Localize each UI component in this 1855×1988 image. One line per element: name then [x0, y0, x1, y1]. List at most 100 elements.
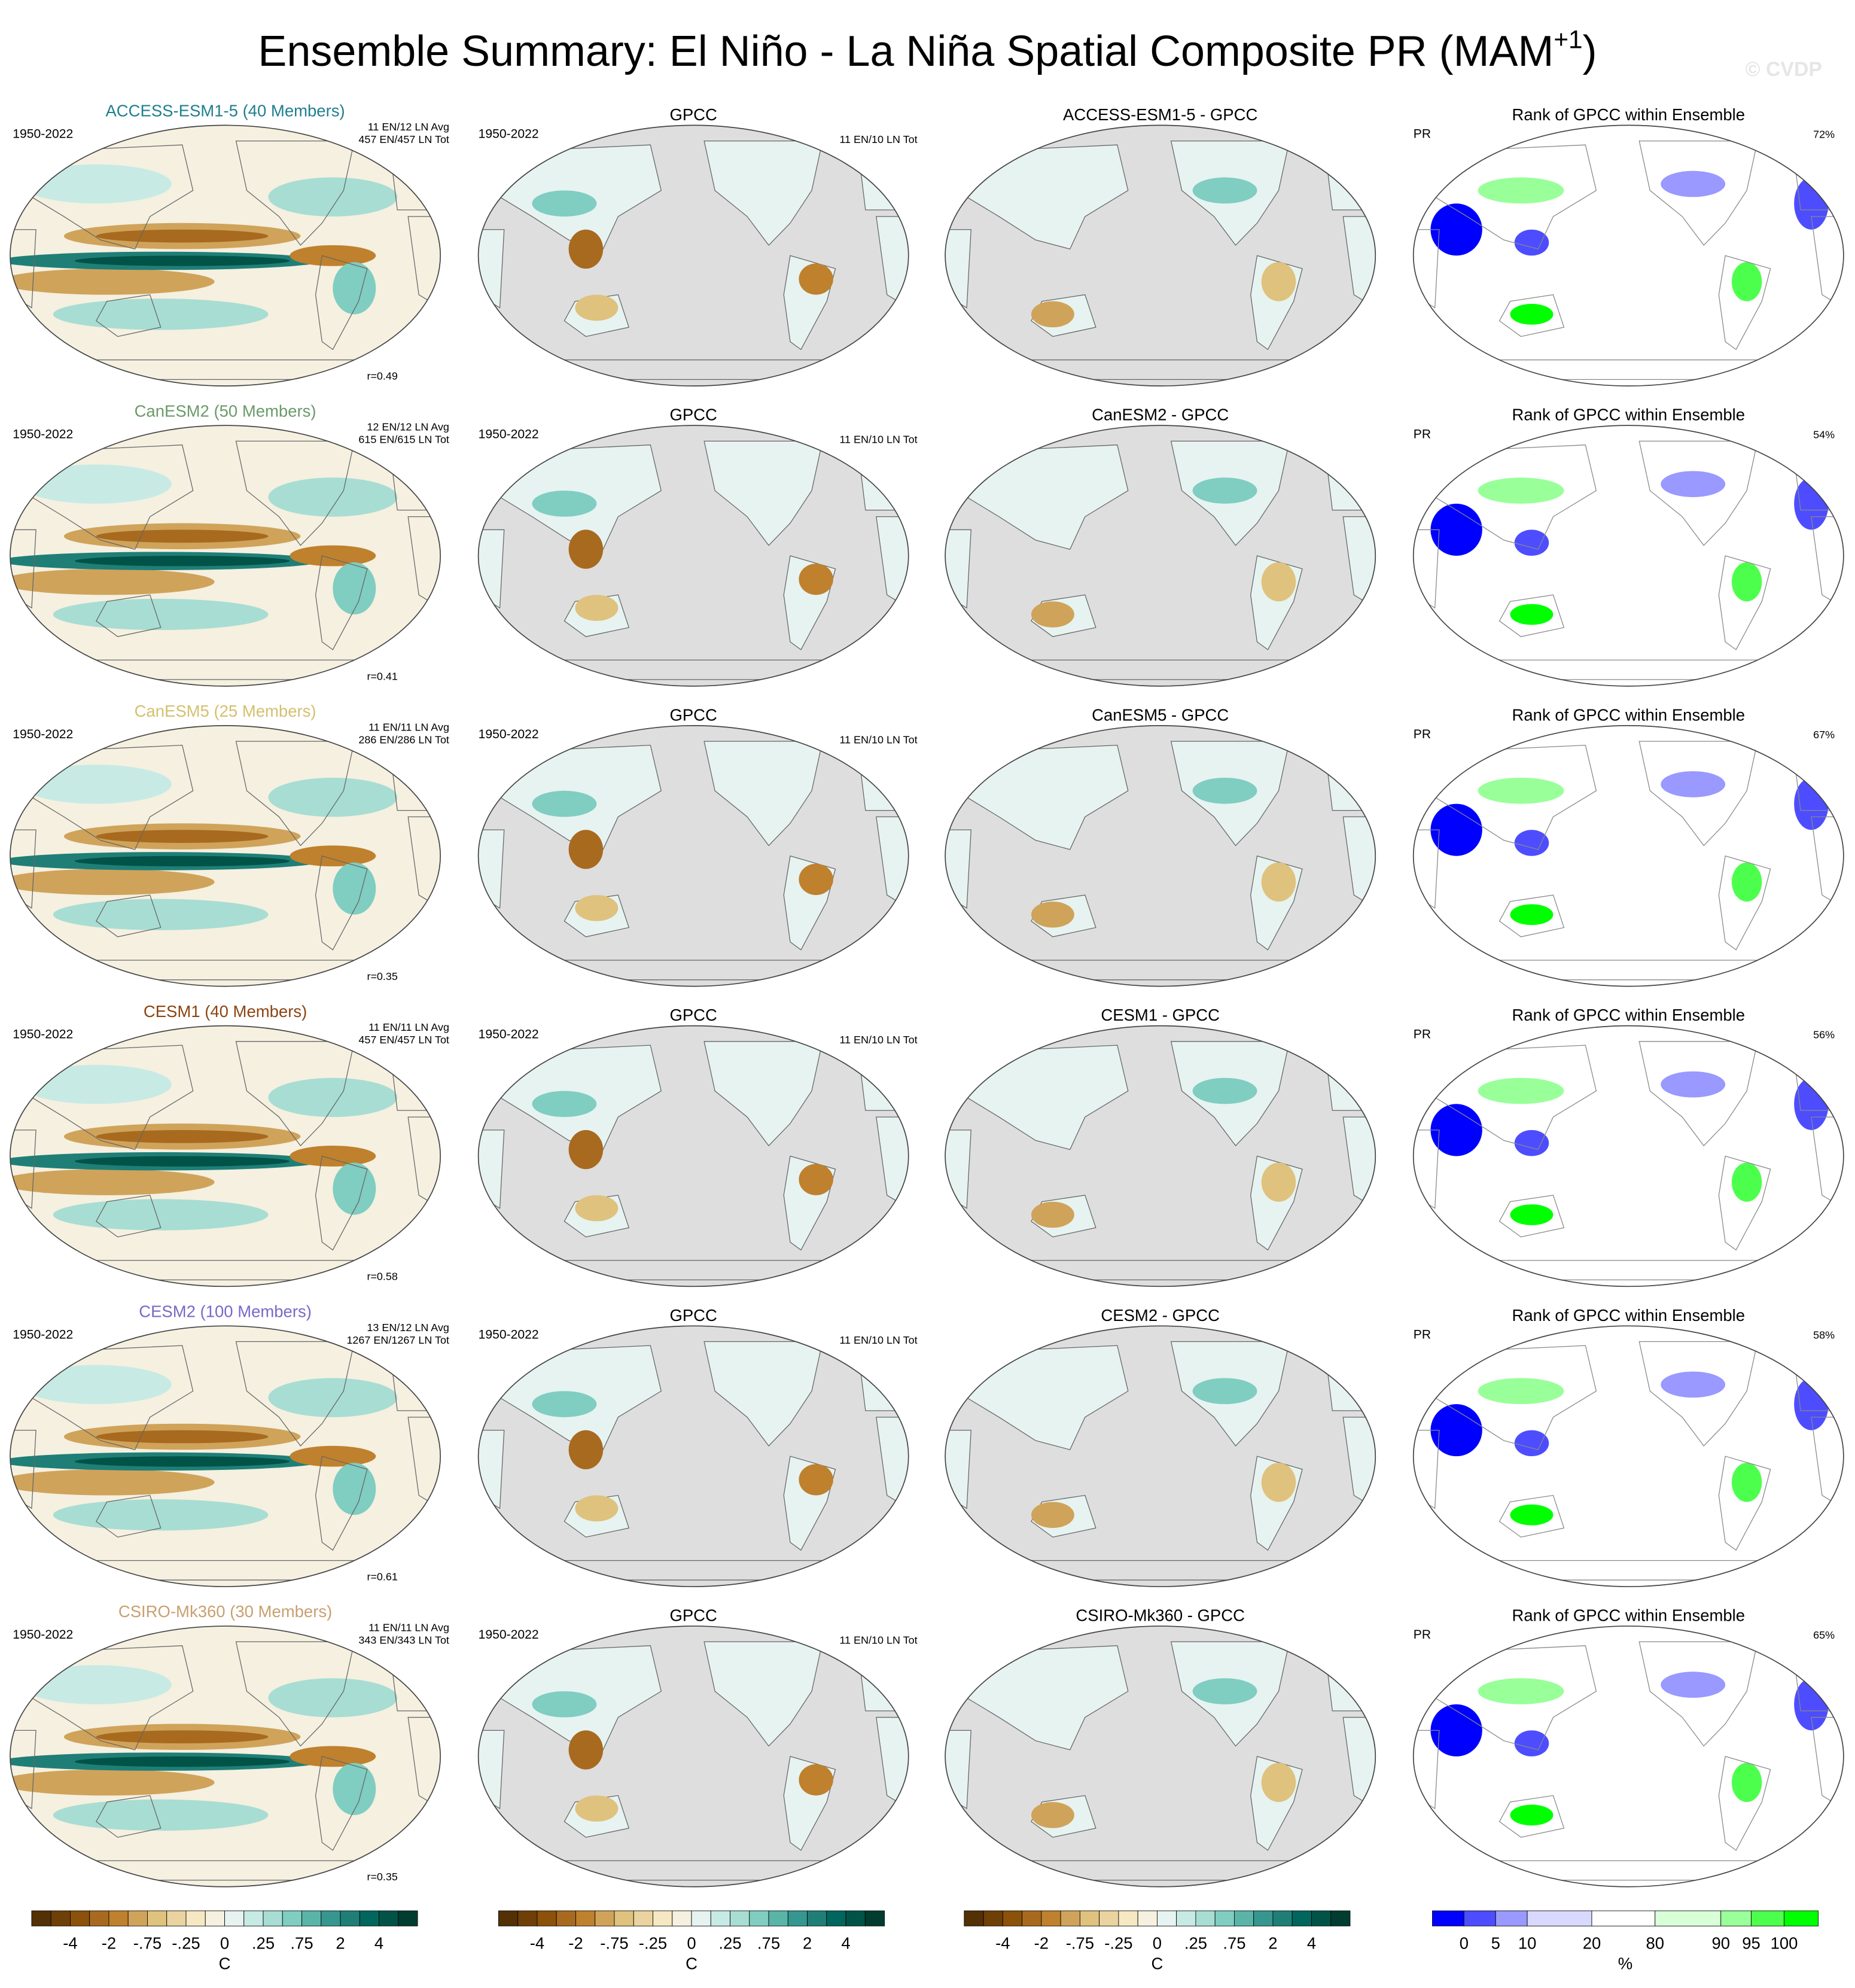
background — [1413, 1326, 1844, 1587]
obs-counts: 11 EN/10 LN Tot — [839, 1334, 917, 1346]
coastline — [315, 555, 368, 650]
colorbar-box — [224, 1910, 245, 1926]
land — [478, 1730, 505, 1810]
rank-patch — [1510, 303, 1554, 325]
anomaly — [20, 1665, 172, 1704]
land — [876, 1417, 909, 1509]
anomaly — [10, 869, 215, 896]
land — [945, 529, 971, 609]
anomaly — [568, 529, 604, 569]
land — [945, 829, 971, 909]
anomaly — [20, 464, 172, 504]
colorbar-box — [1311, 1910, 1332, 1926]
map-diff — [945, 1326, 1376, 1587]
counts: 12 EN/12 LN Avg — [367, 421, 449, 433]
map-border — [1412, 425, 1844, 687]
map-border — [10, 124, 441, 386]
colorbar-box — [653, 1910, 673, 1926]
colorbar-box — [31, 1910, 51, 1926]
colorbar-box — [1002, 1910, 1023, 1926]
colorbar-box — [301, 1910, 322, 1926]
obs-title: GPCC — [669, 1606, 717, 1625]
coastline — [1498, 594, 1565, 637]
coastline — [1811, 516, 1844, 609]
colorbar-box — [166, 1910, 187, 1926]
colorbar-box — [70, 1910, 90, 1926]
rank-patch — [1510, 904, 1554, 925]
anomaly — [1261, 1162, 1296, 1202]
map-border — [10, 425, 441, 687]
anomaly — [1192, 177, 1257, 204]
anomaly — [799, 564, 833, 595]
rank-patch — [1661, 771, 1726, 797]
anomaly — [1192, 778, 1257, 804]
colorbar-box — [1195, 1910, 1216, 1926]
anomaly — [1192, 1378, 1257, 1405]
anomaly — [10, 1169, 215, 1195]
rank-patch — [1794, 778, 1829, 830]
coastline — [407, 516, 441, 609]
colorbar-box — [340, 1910, 360, 1926]
land — [966, 744, 1129, 850]
diff-title: CESM2 - GPCC — [1101, 1306, 1220, 1325]
anomaly — [10, 1769, 215, 1796]
anomaly — [568, 229, 604, 269]
anomaly — [1031, 1201, 1074, 1228]
rank-patch — [1661, 171, 1726, 197]
colorbar-box — [263, 1910, 283, 1926]
rank-patch — [1794, 177, 1829, 230]
coastline — [1811, 1716, 1844, 1810]
colorbar-box — [983, 1910, 1003, 1926]
coastline — [1498, 294, 1565, 337]
period: 1950-2022 — [13, 1328, 73, 1341]
colorbar-box — [1079, 1910, 1100, 1926]
land — [876, 1116, 909, 1209]
rank-patch — [1478, 778, 1564, 804]
colorbar-label: 2 — [336, 1934, 345, 1952]
title-superscript: +1 — [1554, 25, 1582, 53]
land — [532, 1560, 855, 1581]
land — [1342, 1417, 1376, 1509]
rank-patch — [1731, 562, 1762, 602]
colorbar-label: -.25 — [639, 1934, 667, 1952]
rank-percent: 58% — [1813, 1329, 1835, 1341]
colorbar-label: 0 — [1153, 1934, 1162, 1952]
coastline — [407, 1716, 441, 1810]
colorbar-box — [50, 1910, 71, 1926]
coastline — [95, 1195, 162, 1238]
rank-variable: PR — [1414, 1628, 1431, 1642]
colorbar-label: 0 — [1460, 1934, 1469, 1952]
colorbar-box — [749, 1910, 769, 1926]
land — [860, 174, 901, 211]
obs-title: GPCC — [669, 1006, 717, 1024]
map-border — [10, 1025, 441, 1287]
anomaly — [1192, 1077, 1257, 1104]
map-rank — [1413, 125, 1844, 386]
coastline — [31, 144, 194, 250]
land — [860, 1074, 901, 1111]
model-title: CanESM2 (50 Members) — [135, 401, 316, 420]
rank-variable: PR — [1414, 1028, 1431, 1042]
diff-title: CESM1 - GPCC — [1101, 1006, 1220, 1024]
anomaly — [1192, 477, 1257, 504]
coastline — [1413, 1429, 1440, 1509]
anomaly — [532, 491, 597, 517]
rank-title: Rank of GPCC within Ensemble — [1512, 1006, 1746, 1024]
colorbar-unit: C — [219, 1954, 231, 1972]
map-border — [10, 725, 441, 987]
colorbar-label: -.75 — [600, 1934, 628, 1952]
coastline — [315, 255, 368, 351]
rank-patch — [1514, 529, 1549, 556]
map-border — [477, 425, 909, 687]
rank-patch — [1478, 1678, 1564, 1704]
colorbar-box — [205, 1910, 225, 1926]
anomaly — [1261, 562, 1296, 602]
anomaly — [290, 1746, 376, 1767]
land — [1327, 1675, 1367, 1712]
anomaly — [53, 1499, 269, 1531]
model-title: CSIRO-Mk360 (30 Members) — [118, 1602, 332, 1621]
rank-patch — [1510, 1204, 1554, 1225]
map-border — [477, 1325, 909, 1587]
coastline — [10, 1130, 36, 1209]
map-border — [477, 1025, 909, 1287]
